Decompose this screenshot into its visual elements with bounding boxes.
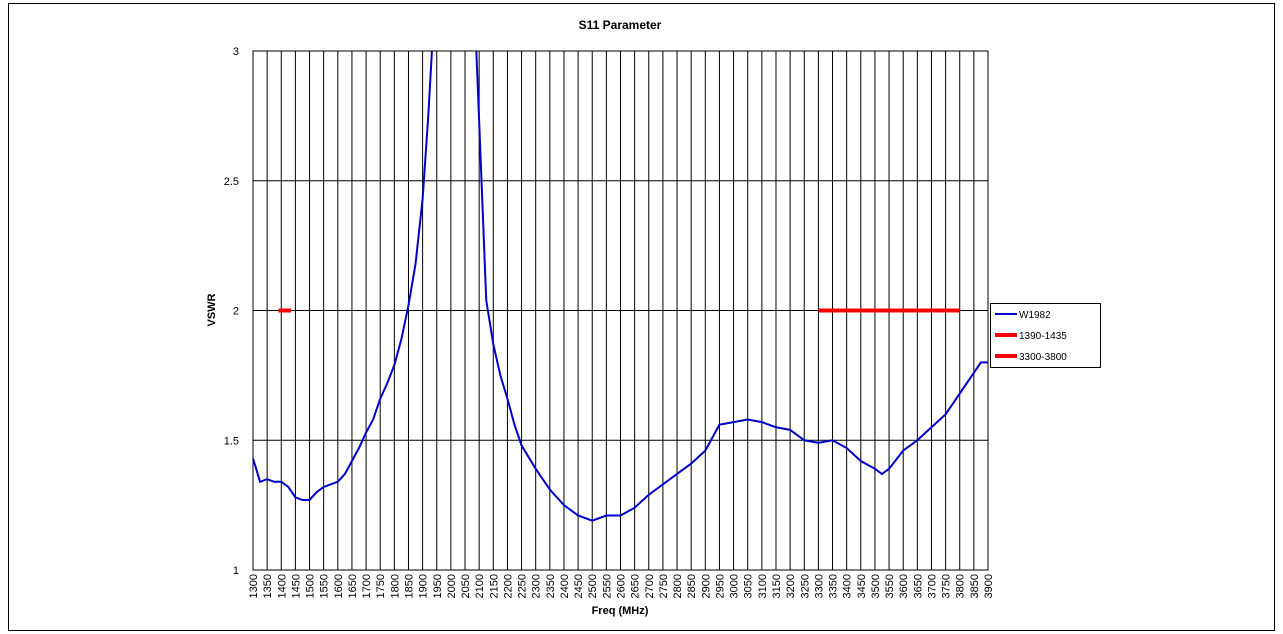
- x-tick-label: 2350: [545, 574, 557, 598]
- y-tick-label: 2: [233, 306, 239, 318]
- x-tick-label: 1450: [290, 574, 302, 598]
- x-tick-label: 1300: [248, 574, 260, 598]
- x-tick-label: 2400: [559, 574, 571, 598]
- x-tick-label: 3600: [898, 574, 910, 598]
- x-tick-label: 1850: [403, 574, 415, 598]
- series-line: [253, 51, 988, 522]
- x-tick-label: 2500: [587, 574, 599, 598]
- y-tick-label: 3: [233, 46, 239, 58]
- x-tick-label: 2700: [644, 574, 656, 598]
- x-tick-label: 1400: [276, 574, 288, 598]
- x-tick-label: 2300: [531, 574, 543, 598]
- x-tick-label: 2250: [517, 574, 529, 598]
- x-tick-label: 2650: [630, 574, 642, 598]
- legend-label: 3300-3800: [1019, 352, 1067, 363]
- x-tick-label: 3300: [813, 574, 825, 598]
- y-tick-label: 2.5: [224, 176, 239, 188]
- x-tick-label: 1800: [389, 574, 401, 598]
- x-tick-label: 1750: [375, 574, 387, 598]
- x-tick-label: 1600: [333, 574, 345, 598]
- x-tick-label: 2750: [658, 574, 670, 598]
- x-tick-label: 2150: [488, 574, 500, 598]
- x-tick-label: 3500: [870, 574, 882, 598]
- plot-border: [252, 50, 989, 571]
- y-tick-label: 1.5: [224, 435, 239, 447]
- x-tick-label: 3450: [856, 574, 868, 598]
- x-tick-label: 3100: [757, 574, 769, 598]
- x-tick-label: 3050: [743, 574, 755, 598]
- x-tick-label: 2000: [446, 574, 458, 598]
- x-tick-label: 3650: [912, 574, 924, 598]
- x-tick-label: 2600: [616, 574, 628, 598]
- x-tick-label: 3200: [785, 574, 797, 598]
- x-tick-label: 3550: [884, 574, 896, 598]
- x-tick-label: 2450: [573, 574, 585, 598]
- x-tick-label: 1550: [319, 574, 331, 598]
- chart-title: S11 Parameter: [579, 18, 662, 32]
- x-tick-label: 2800: [672, 574, 684, 598]
- x-tick-label: 3850: [969, 574, 981, 598]
- legend-label: W1982: [1019, 310, 1051, 321]
- x-tick-label: 3000: [729, 574, 741, 598]
- x-tick-label: 3400: [842, 574, 854, 598]
- x-tick-label: 1900: [418, 574, 430, 598]
- x-tick-label: 3750: [941, 574, 953, 598]
- x-tick-label: 1650: [347, 574, 359, 598]
- y-tick-label: 1: [233, 565, 239, 577]
- x-tick-label: 3800: [955, 574, 967, 598]
- x-tick-label: 2100: [474, 574, 486, 598]
- x-tick-label: 3250: [799, 574, 811, 598]
- x-axis-label: Freq (MHz): [592, 605, 649, 617]
- x-tick-label: 1700: [361, 574, 373, 598]
- x-tick-label: 1500: [305, 574, 317, 598]
- x-tick-label: 3700: [926, 574, 938, 598]
- x-tick-label: 2550: [601, 574, 613, 598]
- x-tick-label: 2950: [714, 574, 726, 598]
- x-tick-label: 2850: [686, 574, 698, 598]
- x-tick-label: 2050: [460, 574, 472, 598]
- x-tick-label: 2200: [502, 574, 514, 598]
- x-tick-label: 3900: [983, 574, 995, 598]
- y-axis-label: VSWR: [206, 293, 218, 326]
- legend-label: 1390-1435: [1019, 331, 1067, 342]
- x-tick-label: 3150: [771, 574, 783, 598]
- x-tick-label: 3350: [828, 574, 840, 598]
- x-tick-label: 1950: [432, 574, 444, 598]
- x-tick-label: 2900: [700, 574, 712, 598]
- x-tick-label: 1350: [262, 574, 274, 598]
